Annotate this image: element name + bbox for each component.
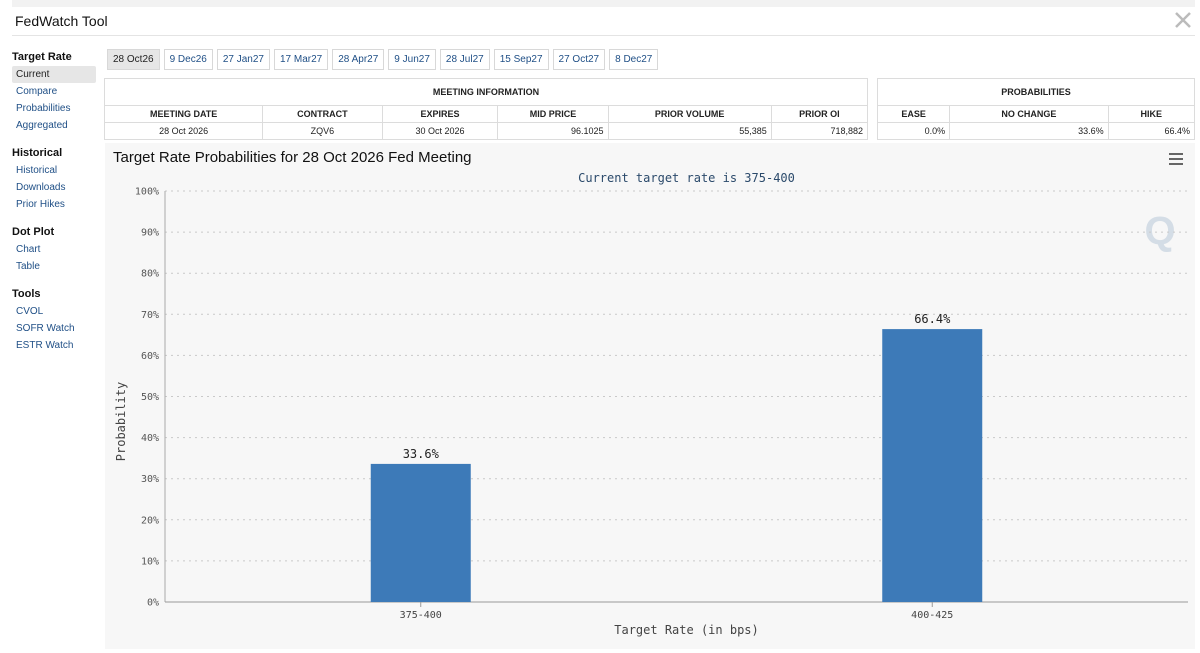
probabilities-cell-2: 66.4%: [1107, 122, 1196, 140]
tab-17-mar27[interactable]: 17 Mar27: [274, 49, 329, 70]
sidebar-nav: Target Rate Current Compare Probabilities Ag…: [12, 48, 102, 354]
sidebar-item-aggregated[interactable]: Aggregated: [16, 120, 68, 131]
sidebar-section-tools: Tools: [12, 288, 41, 300]
meeting-information-table: MEETING INFORMATION MEETING DATE CONTRACT…: [103, 78, 869, 140]
y-tick-label: 70%: [141, 310, 159, 321]
y-tick-label: 80%: [141, 269, 159, 280]
probabilities-header: PROBABILITIES: [877, 78, 1195, 106]
meeting-date-tabs: 28 Oct26 9 Dec26 27 Jan27 17 Mar27 28 Apr27 9…: [107, 49, 659, 70]
bar-chart: Current target rate is 375-400 Q 0% 10% 20% 3…: [114, 171, 1188, 637]
probabilities-column-header-hike: HIKE: [1107, 105, 1196, 123]
data-label-375-400: 33.6%: [403, 447, 440, 461]
probabilities-table: PROBABILITIES EASE NO CHANGE HIKE 0.0% 33.6…: [876, 78, 1196, 140]
y-tick-label: 0%: [147, 598, 159, 609]
sidebar-section-target-rate: Target Rate: [12, 51, 72, 63]
y-tick-label: 100%: [135, 187, 159, 198]
meeting-info-column-header-prior-volume: PRIOR VOLUME: [607, 105, 772, 123]
y-tick-label: 50%: [141, 392, 159, 403]
sidebar-item-downloads[interactable]: Downloads: [16, 182, 66, 193]
probabilities-cell-0: 0.0%: [876, 122, 951, 140]
chart-panel: Target Rate Probabilities for 28 Oct 202…: [105, 143, 1195, 649]
chart-subtitle: Current target rate is 375-400: [578, 171, 795, 185]
sidebar-item-historical[interactable]: Historical: [16, 165, 58, 176]
y-tick-label: 20%: [141, 515, 159, 526]
meeting-info-header: MEETING INFORMATION: [104, 78, 868, 106]
meeting-info-cell-4: 55,385: [607, 122, 772, 140]
bar-400-425: [882, 329, 983, 602]
meeting-info-column-header-expires: EXPIRES: [381, 105, 499, 123]
sidebar-item-sofr-watch[interactable]: SOFR Watch: [16, 323, 75, 334]
y-tick-label: 90%: [141, 228, 159, 239]
x-tick-label-400-425: 400-425: [911, 610, 953, 621]
tab-9-jun27[interactable]: 9 Jun27: [388, 49, 436, 70]
sidebar-item-probabilities[interactable]: Probabilities: [16, 103, 71, 114]
app-title: FedWatch Tool: [15, 13, 108, 29]
meeting-info-column-header-meeting-date: MEETING DATE: [103, 105, 264, 123]
data-label-400-425: 66.4%: [914, 312, 951, 326]
sidebar-item-chart[interactable]: Chart: [16, 244, 41, 255]
meeting-info-cell-2: 30 Oct 2026: [381, 122, 499, 140]
tab-27-jan27[interactable]: 27 Jan27: [216, 49, 270, 70]
meeting-info-column-header-prior-oi: PRIOR OI: [770, 105, 869, 123]
sidebar-item-cvol[interactable]: CVOL: [16, 306, 44, 317]
meeting-info-cell-1: ZQV6: [262, 122, 383, 140]
probabilities-column-header-ease: EASE: [876, 105, 951, 123]
meeting-info-cell-5: 718,882: [770, 122, 869, 140]
meeting-info-column-header-mid-price: MID PRICE: [497, 105, 609, 123]
watermark-logo: Q: [1144, 209, 1175, 253]
y-axis-title: Probability: [114, 382, 128, 461]
meeting-info-cell-0: 28 Oct 2026: [103, 122, 264, 140]
tab-15-sep27[interactable]: 15 Sep27: [493, 49, 549, 70]
bar-375-400: [370, 463, 471, 602]
meeting-info-column-header-contract: CONTRACT: [262, 105, 383, 123]
y-tick-label: 60%: [141, 351, 159, 362]
top-strip: [12, 0, 1195, 7]
title-bar: FedWatch Tool: [12, 7, 1195, 36]
tab-8-dec27[interactable]: 8 Dec27: [609, 49, 659, 70]
hamburger-menu-icon[interactable]: [1169, 153, 1183, 165]
probabilities-cell-1: 33.6%: [949, 122, 1109, 140]
sidebar-section-dot-plot: Dot Plot: [12, 226, 55, 238]
y-tick-label: 30%: [141, 474, 159, 485]
probabilities-column-header-no-change: NO CHANGE: [949, 105, 1109, 123]
x-axis-title: Target Rate (in bps): [614, 623, 759, 637]
tab-28-apr27[interactable]: 28 Apr27: [332, 49, 385, 70]
tab-28-jul27[interactable]: 28 Jul27: [439, 49, 490, 70]
sidebar-item-prior-hikes[interactable]: Prior Hikes: [16, 199, 65, 210]
tab-9-dec26[interactable]: 9 Dec26: [163, 49, 213, 70]
y-tick-label: 10%: [141, 556, 159, 567]
tab-27-oct27[interactable]: 27 Oct27: [552, 49, 606, 70]
x-tick-label-375-400: 375-400: [400, 610, 442, 621]
sidebar-item-estr-watch[interactable]: ESTR Watch: [16, 340, 74, 351]
meeting-info-cell-3: 96.1025: [497, 122, 609, 140]
sidebar-item-table[interactable]: Table: [16, 261, 40, 272]
sidebar-item-current[interactable]: Current: [12, 66, 96, 83]
tab-28-oct26[interactable]: 28 Oct26: [107, 49, 160, 70]
y-tick-label: 40%: [141, 433, 159, 444]
chart-title: Target Rate Probabilities for 28 Oct 202…: [113, 149, 472, 166]
sidebar-section-historical: Historical: [12, 147, 63, 159]
sidebar-item-compare[interactable]: Compare: [16, 86, 58, 97]
close-icon[interactable]: [1173, 10, 1193, 30]
